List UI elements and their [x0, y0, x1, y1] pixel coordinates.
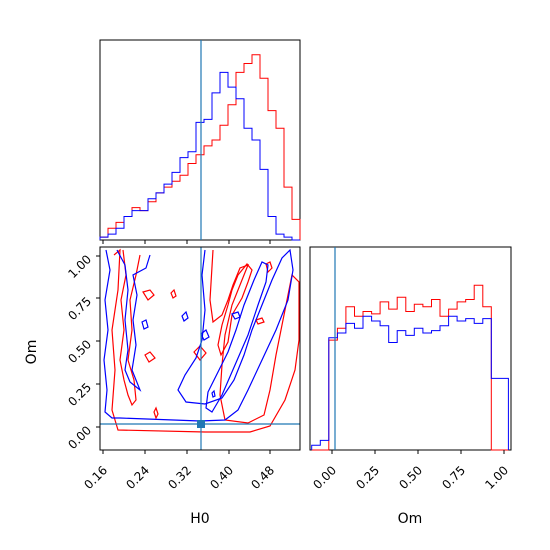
joint-contours: [103, 248, 300, 433]
contour-red-outer: [111, 248, 300, 433]
tick-label: 0.25: [65, 380, 94, 409]
hist-h0-red-series: [99, 54, 301, 240]
contour-blue-island-2: [200, 329, 210, 341]
hist-h0-marks: [99, 54, 301, 241]
contour-blue-island-5: [211, 389, 216, 398]
frame-hist-om: [309, 246, 512, 451]
hist-om-red-series: [311, 284, 509, 451]
contour-red-island-4: [193, 345, 207, 361]
panel-joint: 0.16 0.24 0.32 0.40 0.48 0.00 0.25 0.50 …: [24, 246, 301, 527]
contour-red-island-3: [144, 351, 156, 363]
tick-label: 0.48: [248, 463, 277, 492]
hist-om-blue-series: [311, 315, 509, 450]
joint-xticks: [102, 450, 271, 454]
joint-xtick-labels: 0.16 0.24 0.32 0.40 0.48: [81, 463, 277, 492]
tick-label: 0.16: [81, 463, 110, 492]
contour-blue-outer: [103, 248, 294, 422]
contour-red-island-1: [142, 289, 155, 301]
tick-label: 1.00: [65, 252, 94, 281]
tick-label: 0.25: [353, 463, 382, 492]
panel-hist-om: 0.00 0.25 0.50 0.75 1.00 Om: [309, 246, 512, 527]
joint-ytick-labels: 0.00 0.25 0.50 0.75 1.00: [65, 252, 94, 452]
contour-red-mid: [119, 249, 141, 407]
contour-blue-island-4: [231, 311, 241, 320]
tick-label: 0.50: [65, 337, 94, 366]
joint-yticks: [96, 255, 100, 428]
hist-h0-blue-series: [99, 71, 300, 241]
tick-label: 1.00: [482, 463, 511, 492]
contour-red-island-5: [153, 406, 159, 420]
panel-hist-h0: [99, 39, 301, 244]
contour-blue-island-3: [141, 319, 149, 330]
contour-red-island-2: [170, 288, 177, 299]
contour-blue-island-1: [181, 310, 189, 322]
tick-label: 0.75: [65, 294, 94, 323]
contour-blue-inner-1: [116, 249, 151, 392]
hist-om-xticks: [331, 450, 505, 454]
x-axis-label-h0: H0: [190, 511, 209, 527]
tick-label: 0.40: [207, 463, 236, 492]
contour-red-inner: [217, 263, 253, 357]
hist-om-marks: [311, 284, 509, 451]
tick-label: 0.00: [65, 423, 94, 452]
y-axis-label-om: Om: [24, 340, 40, 365]
tick-label: 0.50: [396, 463, 425, 492]
tick-label: 0.75: [439, 463, 468, 492]
hist-h0-xticks: [102, 240, 271, 244]
hist-om-xtick-labels: 0.00 0.25 0.50 0.75 1.00: [310, 463, 511, 492]
frame-hist-h0: [99, 39, 301, 241]
tick-label: 0.24: [123, 463, 152, 492]
frame-joint: [99, 246, 301, 451]
tick-label: 0.32: [165, 463, 194, 492]
truth-marker: [197, 420, 205, 428]
contour-blue-inner-2: [205, 261, 269, 413]
contour-red-island-6: [255, 317, 265, 325]
x-axis-label-om: Om: [398, 511, 423, 527]
tick-label: 0.00: [310, 463, 339, 492]
